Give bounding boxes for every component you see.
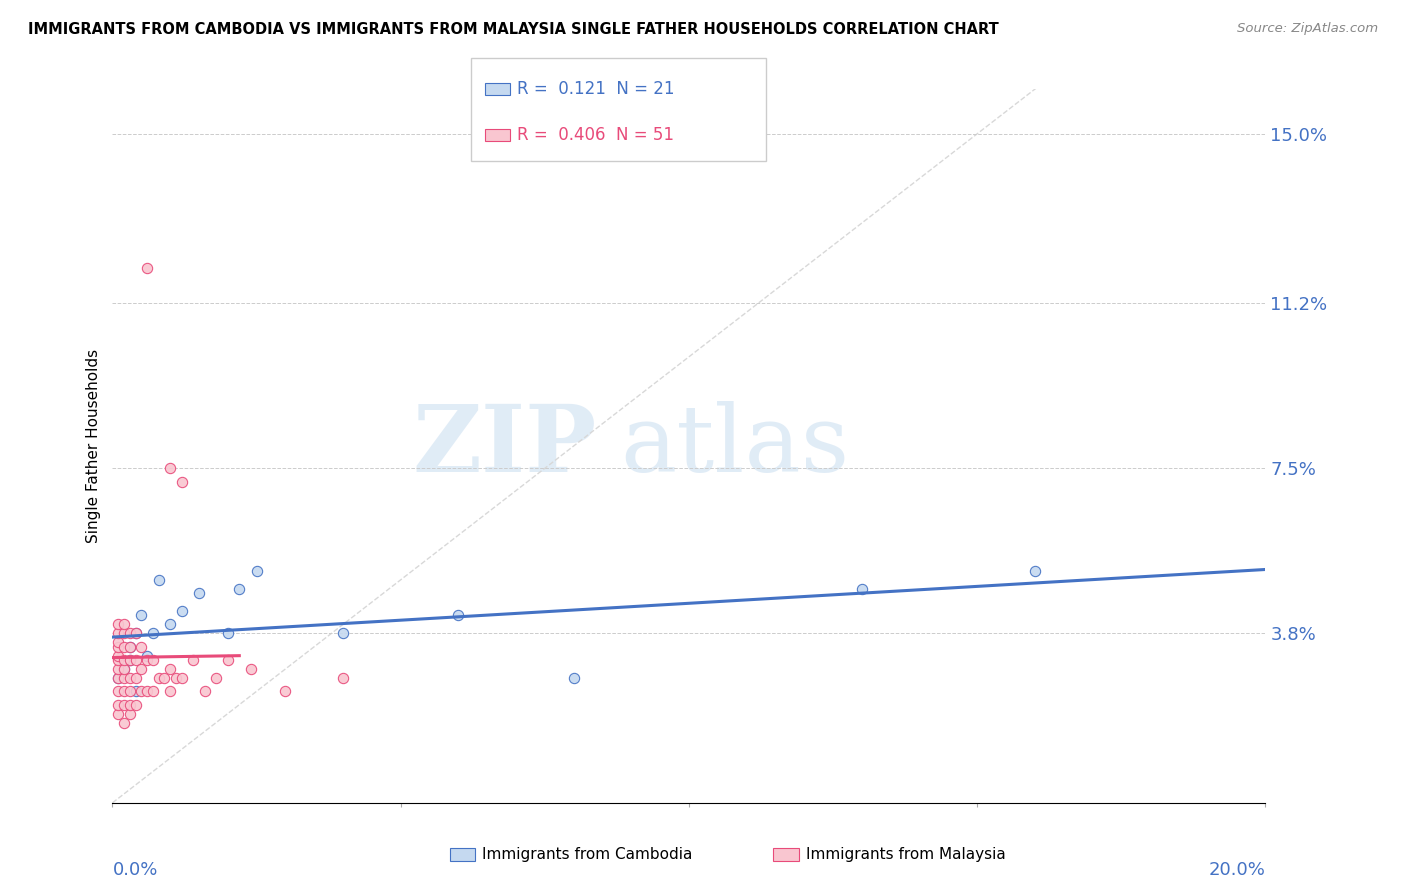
Point — [170, 671, 193, 685]
Point — [136, 653, 159, 667]
Point — [245, 564, 267, 578]
Point — [112, 662, 135, 676]
Point — [118, 684, 141, 698]
Text: atlas: atlas — [620, 401, 849, 491]
Point — [107, 648, 129, 663]
Point — [107, 626, 129, 640]
Point — [118, 653, 141, 667]
Point — [107, 684, 129, 698]
Point — [112, 715, 135, 730]
Point — [239, 662, 262, 676]
Point — [118, 640, 141, 654]
Point — [112, 653, 135, 667]
Point — [181, 653, 204, 667]
Point — [112, 640, 135, 654]
Point — [107, 671, 129, 685]
Point — [1024, 564, 1046, 578]
Point — [148, 573, 170, 587]
Point — [112, 684, 135, 698]
Point — [107, 640, 129, 654]
Text: Immigrants from Cambodia: Immigrants from Cambodia — [482, 847, 693, 862]
Point — [447, 608, 470, 623]
Point — [159, 617, 181, 632]
Point — [129, 640, 153, 654]
Point — [851, 582, 873, 596]
Point — [136, 260, 159, 275]
Point — [142, 653, 165, 667]
Point — [129, 608, 153, 623]
Point — [124, 626, 146, 640]
Y-axis label: Single Father Households: Single Father Households — [86, 349, 101, 543]
Point — [562, 671, 585, 685]
Point — [118, 698, 141, 712]
Point — [136, 684, 159, 698]
Point — [165, 671, 187, 685]
Point — [118, 640, 141, 654]
Point — [153, 671, 176, 685]
Point — [217, 626, 239, 640]
Point — [170, 604, 193, 618]
Point — [274, 684, 297, 698]
Point — [107, 653, 129, 667]
Point — [107, 635, 129, 649]
Point — [124, 671, 146, 685]
Point — [118, 671, 141, 685]
Point — [118, 626, 141, 640]
Point — [124, 626, 146, 640]
Point — [112, 626, 135, 640]
Point — [332, 626, 354, 640]
Point — [194, 684, 217, 698]
Point — [228, 582, 250, 596]
Point — [129, 684, 153, 698]
Point — [332, 671, 354, 685]
Point — [217, 653, 239, 667]
Point — [107, 671, 129, 685]
Point — [112, 671, 135, 685]
Point — [118, 653, 141, 667]
Point — [107, 706, 129, 721]
Point — [107, 617, 129, 632]
Point — [159, 684, 181, 698]
Text: 20.0%: 20.0% — [1209, 861, 1265, 879]
Text: Immigrants from Malaysia: Immigrants from Malaysia — [806, 847, 1005, 862]
Point — [142, 684, 165, 698]
Point — [170, 475, 193, 489]
Point — [118, 706, 141, 721]
Point — [142, 626, 165, 640]
Point — [205, 671, 228, 685]
Point — [112, 617, 135, 632]
Text: IMMIGRANTS FROM CAMBODIA VS IMMIGRANTS FROM MALAYSIA SINGLE FATHER HOUSEHOLDS CO: IMMIGRANTS FROM CAMBODIA VS IMMIGRANTS F… — [28, 22, 998, 37]
Point — [124, 653, 146, 667]
Text: Source: ZipAtlas.com: Source: ZipAtlas.com — [1237, 22, 1378, 36]
Text: ZIP: ZIP — [412, 401, 596, 491]
Point — [129, 662, 153, 676]
Text: 0.0%: 0.0% — [112, 861, 157, 879]
Text: R =  0.406  N = 51: R = 0.406 N = 51 — [517, 126, 675, 144]
Point — [112, 662, 135, 676]
Point — [107, 698, 129, 712]
Point — [136, 648, 159, 663]
Point — [159, 461, 181, 475]
Point — [112, 698, 135, 712]
Point — [124, 698, 146, 712]
Point — [148, 671, 170, 685]
Text: R =  0.121  N = 21: R = 0.121 N = 21 — [517, 79, 675, 98]
Point — [107, 662, 129, 676]
Point — [124, 684, 146, 698]
Point — [188, 586, 211, 600]
Point — [159, 662, 181, 676]
